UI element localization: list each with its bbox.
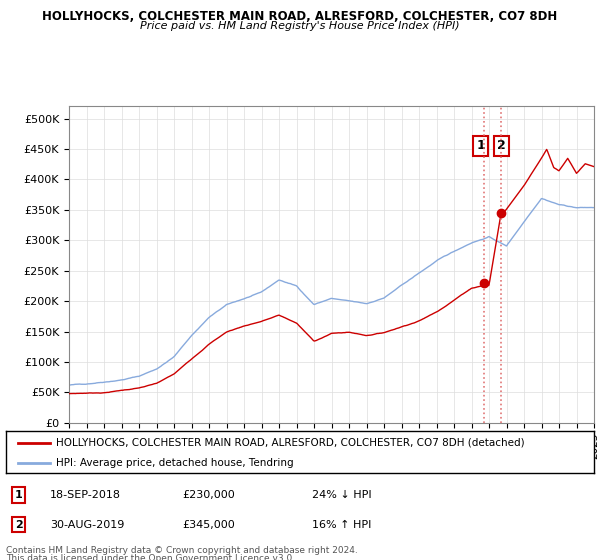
Text: 1: 1 (15, 490, 23, 500)
Text: 1: 1 (476, 139, 485, 152)
Text: 24% ↓ HPI: 24% ↓ HPI (312, 490, 371, 500)
Text: 16% ↑ HPI: 16% ↑ HPI (312, 520, 371, 530)
Text: £345,000: £345,000 (182, 520, 235, 530)
Text: 30-AUG-2019: 30-AUG-2019 (50, 520, 124, 530)
Text: Contains HM Land Registry data © Crown copyright and database right 2024.: Contains HM Land Registry data © Crown c… (6, 546, 358, 555)
Text: £230,000: £230,000 (182, 490, 235, 500)
Text: 2: 2 (15, 520, 23, 530)
Text: HOLLYHOCKS, COLCHESTER MAIN ROAD, ALRESFORD, COLCHESTER, CO7 8DH: HOLLYHOCKS, COLCHESTER MAIN ROAD, ALRESF… (43, 10, 557, 23)
Text: Price paid vs. HM Land Registry's House Price Index (HPI): Price paid vs. HM Land Registry's House … (140, 21, 460, 31)
Text: 18-SEP-2018: 18-SEP-2018 (50, 490, 121, 500)
Text: HOLLYHOCKS, COLCHESTER MAIN ROAD, ALRESFORD, COLCHESTER, CO7 8DH (detached): HOLLYHOCKS, COLCHESTER MAIN ROAD, ALRESF… (56, 438, 524, 448)
Text: HPI: Average price, detached house, Tendring: HPI: Average price, detached house, Tend… (56, 458, 293, 468)
Text: This data is licensed under the Open Government Licence v3.0.: This data is licensed under the Open Gov… (6, 554, 295, 560)
Text: 2: 2 (497, 139, 506, 152)
